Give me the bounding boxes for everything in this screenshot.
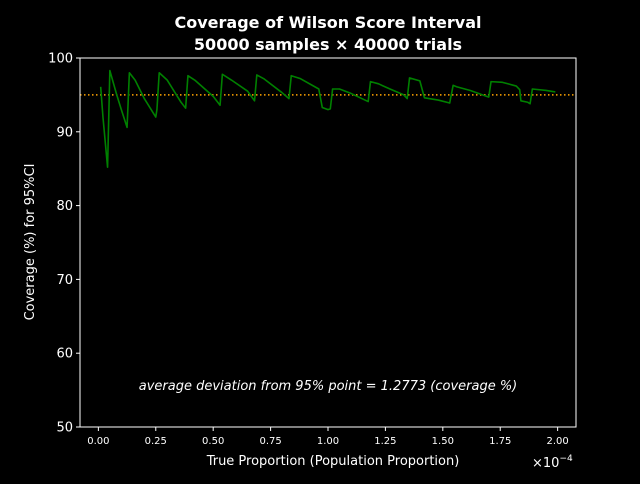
x-tick-label: 0.00 — [87, 436, 109, 447]
y-tick-label: 60 — [56, 347, 73, 362]
x-scale-offset-label: ×10−4 — [532, 454, 573, 471]
y-axis-label: Coverage (%) for 95%CI — [23, 164, 38, 321]
x-tick-label: 0.75 — [259, 436, 281, 447]
x-axis-label: True Proportion (Population Proportion) — [206, 454, 460, 469]
x-tick-label: 1.50 — [432, 436, 454, 447]
y-axis: 50 60 70 80 90 100 — [48, 52, 80, 436]
x-tick-label: 0.25 — [145, 436, 167, 447]
y-tick-label: 70 — [56, 273, 73, 288]
chart-annotation: average deviation from 95% point = 1.277… — [139, 379, 518, 394]
x-axis: 0.00 0.25 0.50 0.75 1.00 1.25 1.50 1.75 2.00 — [87, 427, 569, 447]
series-line-0 — [99, 69, 556, 169]
x-tick-label: 1.25 — [374, 436, 396, 447]
y-tick-label: 90 — [56, 125, 73, 140]
x-tick-label: 1.75 — [489, 436, 511, 447]
y-tick-label: 80 — [56, 199, 73, 214]
y-tick-label: 100 — [48, 52, 73, 67]
x-tick-label: 1.00 — [317, 436, 339, 447]
x-tick-label: 2.00 — [546, 436, 568, 447]
chart-title-line2: 50000 samples × 40000 trials — [194, 35, 462, 54]
x-tick-label: 0.50 — [202, 436, 224, 447]
x-scale-exponent: −4 — [559, 454, 573, 464]
x-scale-base: ×10 — [532, 456, 559, 471]
y-tick-label: 50 — [56, 421, 73, 436]
chart-title-line1: Coverage of Wilson Score Interval — [175, 13, 482, 32]
